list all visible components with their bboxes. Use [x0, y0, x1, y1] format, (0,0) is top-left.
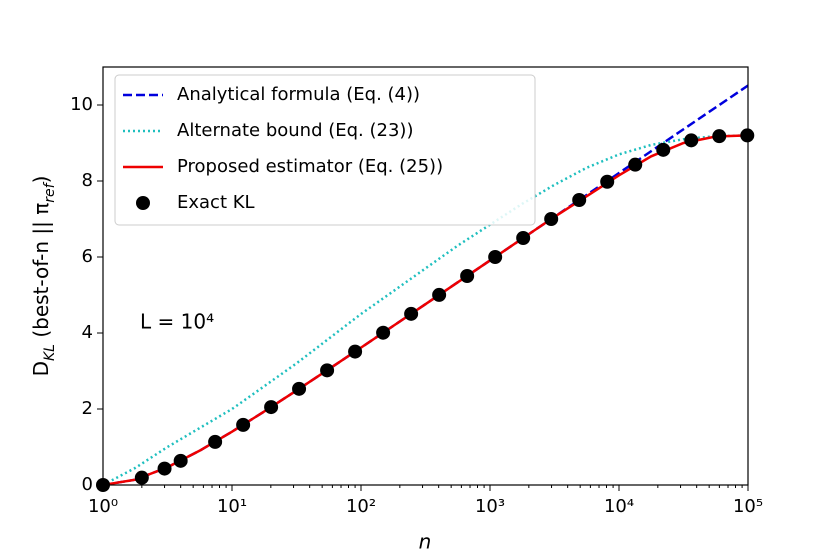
legend-label: Proposed estimator (Eq. (25)) — [177, 156, 443, 177]
data-point — [432, 287, 447, 302]
data-point — [292, 381, 307, 396]
data-point — [264, 400, 279, 415]
annotation: L = 10⁴ — [140, 310, 214, 334]
y-axis-label-part: ) — [29, 176, 53, 184]
y-axis-label-part: (best-of-n || π — [29, 203, 53, 344]
data-point — [157, 461, 172, 476]
legend-label: Analytical formula (Eq. (4)) — [177, 84, 420, 105]
y-tick-label: 2 — [82, 398, 93, 419]
data-point — [600, 174, 615, 189]
data-point — [134, 470, 149, 485]
y-axis-label: DKL (best-of-n || πref) — [29, 176, 59, 377]
x-tick-label: 10³ — [475, 496, 505, 517]
data-point — [656, 142, 671, 157]
x-tick-label: 10⁵ — [733, 496, 763, 517]
data-point — [404, 306, 419, 321]
data-point — [684, 133, 699, 148]
data-point — [460, 269, 475, 283]
data-point — [516, 231, 531, 245]
legend-label: Exact KL — [177, 192, 255, 213]
y-tick-label: 10 — [70, 94, 93, 115]
x-tick-label: 10² — [346, 496, 376, 517]
plot-frame — [102, 66, 749, 486]
y-axis-label-part: KL — [42, 344, 58, 361]
data-point — [544, 212, 559, 226]
series-line — [103, 134, 748, 485]
data-point — [628, 157, 643, 172]
data-point — [572, 193, 587, 207]
data-point — [740, 128, 755, 143]
y-tick-label: 0 — [82, 474, 93, 495]
x-tick-label: 10⁴ — [604, 496, 634, 517]
y-axis-label-part: ref — [42, 181, 58, 202]
data-point — [376, 325, 391, 340]
data-point — [320, 363, 335, 378]
y-tick-label: 6 — [82, 246, 93, 267]
data-point — [173, 453, 188, 468]
plot-markers — [96, 128, 755, 492]
legend-label: Alternate bound (Eq. (23)) — [177, 120, 413, 141]
x-tick-label: 10⁰ — [88, 496, 118, 517]
data-point — [236, 417, 251, 432]
y-tick-label: 4 — [82, 322, 93, 343]
data-point — [488, 250, 503, 264]
y-tick-label: 8 — [82, 170, 93, 191]
data-point — [712, 129, 727, 144]
legend-marker — [136, 196, 150, 210]
x-tick-label: 10¹ — [217, 496, 247, 517]
data-point — [208, 434, 223, 449]
x-axis-label: n — [419, 530, 432, 554]
legend-box — [114, 74, 536, 226]
y-axis-label-part: D — [29, 361, 53, 376]
data-point — [348, 344, 363, 359]
